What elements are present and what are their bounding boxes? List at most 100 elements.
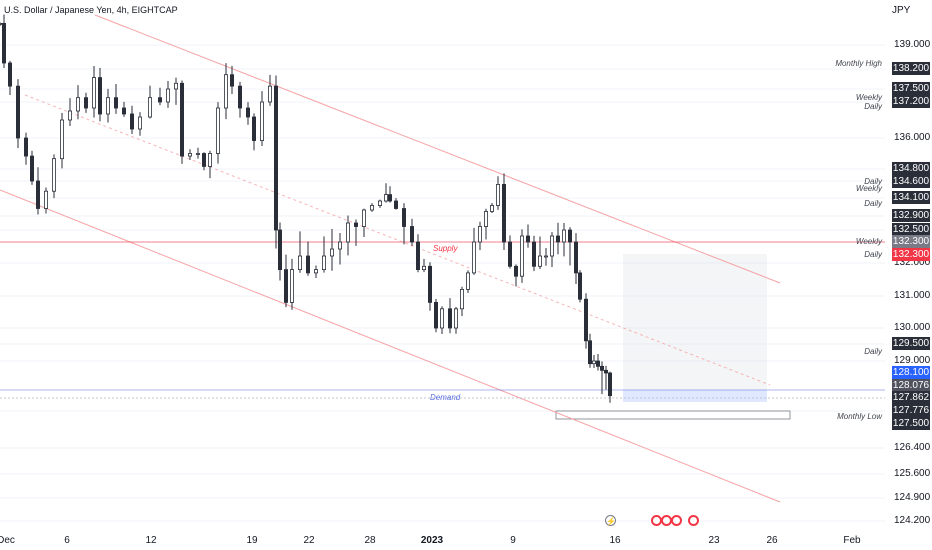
candle-body [277, 229, 282, 270]
price-tick-label: 125.600 [894, 468, 931, 479]
stop-zone [623, 390, 767, 402]
candle-body [489, 205, 494, 212]
candle-body [526, 235, 531, 243]
candle-body [532, 241, 537, 267]
candle-body [578, 272, 583, 300]
candle-body [483, 211, 488, 227]
candle-body [453, 308, 458, 329]
candle-body [273, 85, 278, 231]
candle-body [237, 85, 242, 109]
price-tick-label: 132.000 [894, 257, 931, 268]
candle-body [29, 155, 34, 182]
candle-body [584, 298, 589, 342]
candle-body [297, 255, 302, 270]
time-tick-label: 26 [766, 535, 778, 546]
candle-body [337, 241, 342, 250]
price-level-tag: 137.500 [892, 82, 930, 95]
currency-label: JPY [892, 5, 911, 16]
monthly-low-box [555, 410, 791, 420]
candle-body [229, 74, 234, 87]
price-level-tag: 127.862 [892, 391, 930, 404]
candle-body [447, 308, 452, 329]
candle-body [409, 226, 414, 243]
candle-body [520, 235, 525, 277]
event-flash-icon[interactable]: ⚡ [605, 515, 616, 526]
candle-body [361, 209, 366, 227]
candle-body [201, 153, 206, 167]
symbol-title: U.S. Dollar / Japanese Yen, 4h, EIGHTCAP [4, 5, 178, 15]
price-tick-label: 131.000 [894, 290, 931, 301]
candle-body [289, 269, 294, 303]
price-tick-label: 124.200 [894, 515, 931, 526]
candle-body [377, 200, 382, 206]
candle-body [60, 119, 65, 160]
price-level-tag: 128.076 [892, 379, 930, 392]
price-level-label: Daily [864, 347, 882, 356]
candle-body [2, 22, 7, 64]
price-level-tag: 127.776 [892, 404, 930, 417]
time-tick-label: 22 [303, 535, 315, 546]
candle-body [7, 62, 12, 87]
candle-body [415, 241, 420, 271]
event-flag-icon[interactable] [688, 515, 699, 526]
demand-label: Demand [430, 393, 461, 402]
candle-body [0, 22, 3, 25]
candle-body [313, 269, 318, 274]
price-level-label: Monthly High [835, 59, 882, 68]
candle-body [267, 85, 272, 103]
candle-body [114, 97, 119, 109]
candle-body [329, 248, 334, 257]
candle-body [608, 372, 613, 397]
candle-body [439, 308, 444, 329]
target-zone [623, 254, 767, 390]
candle-body [92, 77, 97, 109]
price-level-label: Daily [864, 250, 882, 259]
candle-body [556, 235, 561, 243]
price-level-tag: 128.100 [892, 366, 930, 379]
candle-body [84, 97, 89, 109]
candle-body [568, 229, 573, 243]
time-tick-label: 12 [145, 535, 157, 546]
candle-body [305, 255, 310, 274]
candle-body [600, 365, 605, 371]
candle-body [477, 226, 482, 243]
price-level-tag: 129.500 [892, 337, 930, 350]
price-level-tag: 137.200 [892, 95, 930, 108]
candle-body [215, 107, 220, 154]
price-level-tag: 134.800 [892, 162, 930, 175]
candle-body [562, 229, 567, 243]
candle-body [574, 241, 579, 274]
candle-body [283, 269, 288, 303]
price-level-tag: 132.500 [892, 223, 930, 236]
price-level-label: Weekly [855, 237, 882, 246]
candle-body [223, 74, 228, 109]
candle-body [427, 265, 432, 303]
price-tick-label: 129.000 [894, 355, 931, 366]
price-level-label: Weekly [855, 184, 882, 193]
price-level-tag: 134.100 [892, 191, 930, 204]
candle-body [251, 116, 256, 141]
time-tick-label: Dec [0, 535, 15, 546]
candle-body [76, 97, 81, 112]
candle-body [187, 153, 192, 157]
candle-body [353, 222, 358, 227]
channel-upper-line [94, 14, 781, 284]
price-level-tag: 134.600 [892, 175, 930, 188]
candle-body [507, 241, 512, 267]
price-level-tag: 132.900 [892, 209, 930, 222]
candle-body [23, 137, 28, 157]
candle-body [173, 82, 178, 90]
candle-body [592, 360, 597, 365]
candle-body [383, 194, 388, 202]
candle-body [179, 82, 184, 157]
candle-body [98, 77, 103, 115]
candle-body [207, 153, 212, 167]
candle-body [495, 183, 500, 206]
time-tick-label: 19 [246, 535, 258, 546]
event-flag-icon[interactable] [671, 515, 682, 526]
candle-body [195, 153, 200, 155]
candle-body [387, 194, 392, 202]
candle-body [52, 158, 57, 192]
candle-body [345, 222, 350, 243]
